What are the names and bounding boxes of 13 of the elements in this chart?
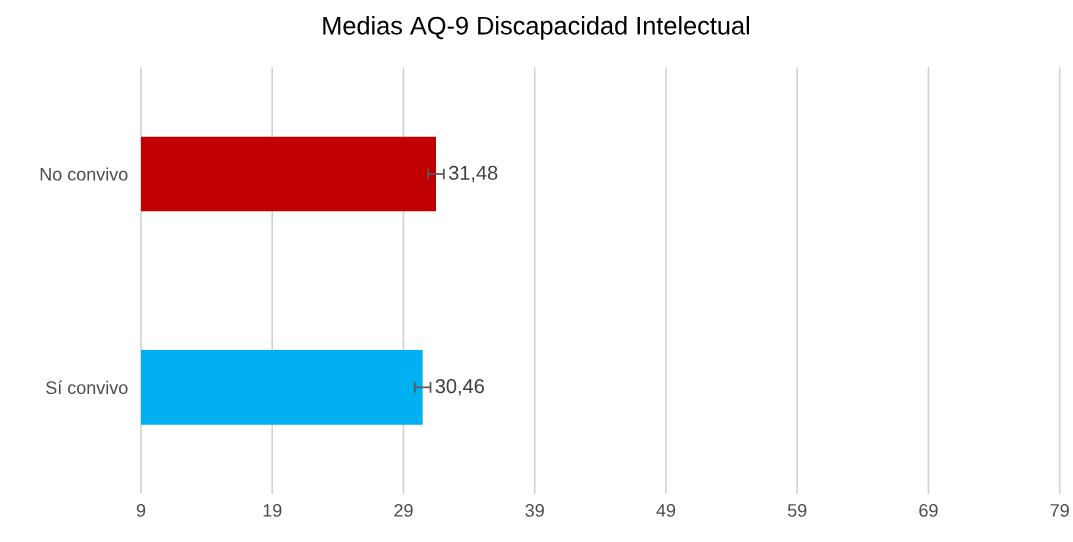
- data-label: 30,46: [435, 379, 484, 396]
- y-tick-label: Sí convivo: [46, 380, 128, 395]
- x-tick-label: 29: [394, 504, 413, 517]
- chart-title: Medias AQ-9 Discapacidad Intelectual: [323, 16, 749, 40]
- x-tick-label: 79: [1050, 504, 1069, 517]
- x-tick-label: 19: [263, 504, 282, 517]
- x-tick-label: 39: [525, 504, 544, 517]
- x-tick-label: 49: [656, 504, 676, 517]
- x-tick-label: 69: [919, 504, 938, 517]
- y-tick-label: No convivo: [40, 167, 128, 181]
- data-label: 31,48: [448, 165, 498, 183]
- x-tick-label: 9: [136, 504, 146, 517]
- x-tick-label: 59: [787, 504, 807, 517]
